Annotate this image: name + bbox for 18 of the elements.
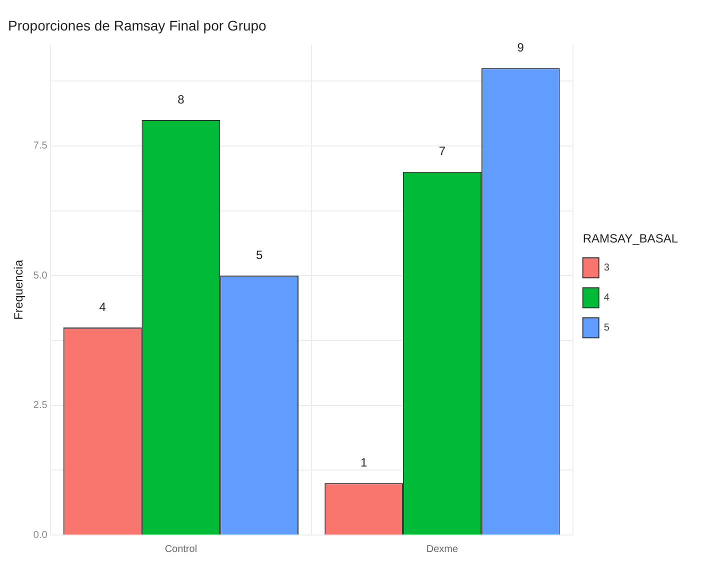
y-tick-label: 7.5	[33, 140, 48, 152]
y-axis-title: Frequencia	[12, 260, 26, 320]
y-tick-label: 0.0	[33, 530, 48, 541]
data-label: 5	[256, 248, 263, 262]
data-label: 1	[360, 455, 368, 470]
x-tick-label: Control	[164, 544, 198, 555]
y-tick-label: 5.0	[33, 270, 48, 282]
data-label: 8	[178, 92, 185, 106]
legend-label: 4	[604, 292, 610, 304]
chart-title: Proporciones de Ramsay Final por Grupo	[8, 17, 267, 34]
legend-label: 5	[604, 322, 610, 334]
x-tick-label: Dexme	[426, 544, 458, 555]
data-label: 4	[99, 300, 106, 314]
data-label: 7	[438, 144, 446, 158]
legend-title: RAMSAY_BASAL	[582, 232, 678, 246]
legend-label: 3	[604, 262, 610, 274]
y-tick-label: 2.5	[33, 400, 48, 412]
data-label: 9	[517, 40, 524, 54]
